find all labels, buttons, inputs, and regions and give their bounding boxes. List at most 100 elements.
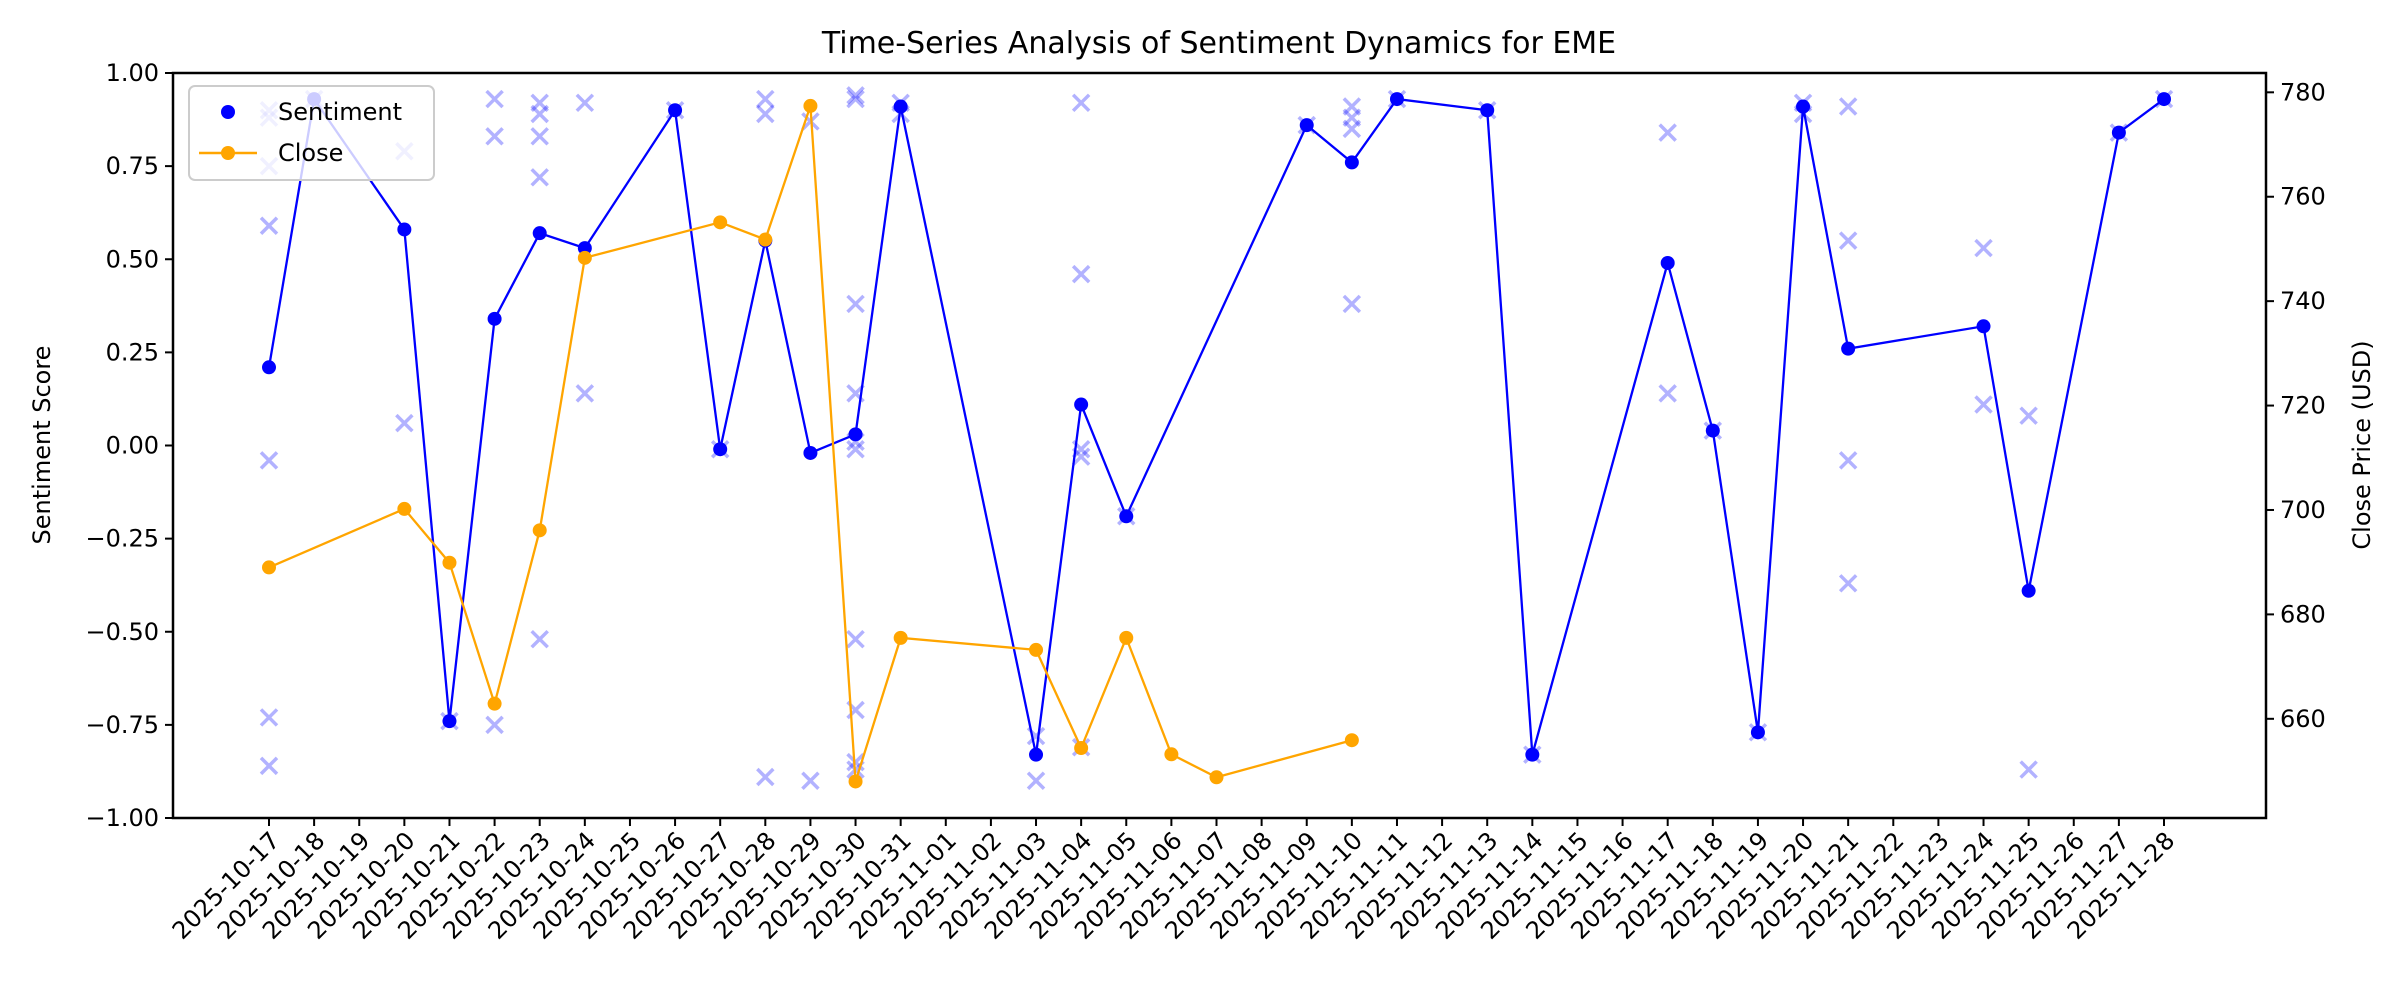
scatter-x-marker xyxy=(575,384,595,403)
close-point xyxy=(1074,741,1089,756)
scatter-x-marker xyxy=(259,451,279,470)
legend-sentiment-marker-icon xyxy=(221,105,235,119)
y-right-tick-label: 780 xyxy=(2280,78,2326,106)
scatter-x-marker xyxy=(530,104,549,124)
sentiment-point xyxy=(1480,103,1495,118)
close-point xyxy=(713,215,728,230)
legend: Sentiment Close xyxy=(188,85,435,181)
sentiment-point xyxy=(2111,125,2126,140)
close-point xyxy=(848,774,863,789)
y-right-tick-label: 720 xyxy=(2280,392,2326,420)
scatter-x-marker xyxy=(1342,108,1362,127)
scatter-x-marker xyxy=(1071,264,1091,284)
scatter-x-marker xyxy=(1342,294,1362,314)
plot-frame xyxy=(171,71,2268,820)
close-point xyxy=(758,232,773,247)
legend-box xyxy=(188,85,435,181)
close-line xyxy=(268,105,1353,782)
sentiment-point xyxy=(1705,423,1720,438)
sentiment-point xyxy=(1389,92,1404,107)
y-right-tick-label: 760 xyxy=(2280,183,2326,211)
scatter-x-marker xyxy=(2019,406,2038,425)
close-point xyxy=(532,523,547,538)
sentiment-point xyxy=(262,360,276,375)
sentiment-point xyxy=(1344,155,1359,170)
scatter-x-marker xyxy=(756,767,775,787)
y-right-tick-label: 700 xyxy=(2280,496,2326,524)
scatter-x-marker xyxy=(1838,97,1858,116)
scatter-x-marker xyxy=(530,93,549,113)
close-point xyxy=(893,630,908,645)
scatter-x-marker xyxy=(259,756,279,776)
scatter-x-marker xyxy=(1342,119,1362,139)
y-left-tick-label: −0.75 xyxy=(85,711,159,739)
scatter-x-marker xyxy=(756,104,775,124)
scatter-x-marker xyxy=(1838,451,1858,470)
sentiment-point xyxy=(1525,747,1540,762)
close-point xyxy=(487,696,502,711)
scatter-x-marker xyxy=(1342,97,1362,116)
sentiment-point xyxy=(1119,509,1134,524)
scatter-x-marker xyxy=(259,216,279,235)
scatter-x-marker xyxy=(1658,123,1677,142)
close-point xyxy=(1119,630,1134,645)
scatter-x-marker xyxy=(1974,395,1993,414)
chart-title: Time-Series Analysis of Sentiment Dynami… xyxy=(821,26,1616,61)
y-left-tick-label: 0.00 xyxy=(106,432,159,460)
close-point xyxy=(1029,642,1044,657)
sentiment-point xyxy=(1796,99,1811,114)
y-left-tick-label: −1.00 xyxy=(85,804,159,832)
scatter-x-marker xyxy=(846,294,865,314)
sentiment-point xyxy=(893,99,908,114)
scatter-x-marker xyxy=(485,89,504,109)
scatter-x-marker xyxy=(1838,231,1858,250)
scatter-x-marker xyxy=(485,715,504,735)
y-axis-left-label: Sentiment Score xyxy=(28,346,56,545)
sentiment-point xyxy=(487,311,502,326)
scatter-x-marker xyxy=(530,629,549,649)
close-point xyxy=(262,560,276,575)
scatter-x-marker xyxy=(259,708,279,727)
sentiment-point xyxy=(1976,319,1991,334)
legend-sentiment-label: Sentiment xyxy=(278,98,402,126)
sentiment-point xyxy=(1750,725,1765,740)
scatter-x-marker xyxy=(530,127,549,146)
sentiment-point xyxy=(2157,92,2171,107)
y-axis-right-label: Close Price (USD) xyxy=(2348,340,2376,549)
legend-close-label: Close xyxy=(278,139,343,167)
scatter-x-marker xyxy=(1974,238,1993,258)
plot-area: 1.00 0.75 0.50 0.25 0.00 −0.25 −0.50 −0.75 −1.00… xyxy=(85,59,2325,945)
y-right-tick-label: 740 xyxy=(2280,287,2326,315)
scatter-x-marker xyxy=(1071,93,1091,113)
scatter-x-marker xyxy=(530,168,549,187)
scatter-x-marker xyxy=(801,771,820,790)
scatter-x-marker xyxy=(395,413,414,433)
sentiment-point xyxy=(1660,255,1675,270)
scatter-x-marker xyxy=(1658,384,1677,403)
sentiment-point xyxy=(1841,341,1856,356)
close-point xyxy=(1164,747,1179,762)
y-left-tick-label: 1.00 xyxy=(106,59,159,87)
scatter-x-marker xyxy=(1026,771,1046,790)
scatter-x-marker xyxy=(1838,574,1858,593)
sentiment-point xyxy=(848,427,863,442)
sentiment-point xyxy=(2021,583,2036,598)
scatter-x-marker xyxy=(485,127,504,146)
scatter-x-marker xyxy=(2019,760,2038,779)
legend-close-marker-icon xyxy=(221,146,235,160)
sentiment-point xyxy=(532,226,547,241)
sentiment-point xyxy=(577,241,592,256)
sentiment-point xyxy=(1029,747,1044,762)
sentiment-point xyxy=(1299,118,1314,133)
sentiment-point xyxy=(442,714,457,729)
sentiment-point xyxy=(397,222,412,237)
y-left-tick-label: 0.25 xyxy=(106,338,159,366)
close-point xyxy=(442,555,457,570)
y-left-tick-label: −0.25 xyxy=(85,525,159,553)
scatter-x-marker xyxy=(756,89,775,109)
close-point xyxy=(1209,770,1224,785)
close-point xyxy=(577,250,592,265)
y-left-tick-label: −0.50 xyxy=(85,618,159,646)
y-right-tick-label: 680 xyxy=(2280,600,2326,628)
